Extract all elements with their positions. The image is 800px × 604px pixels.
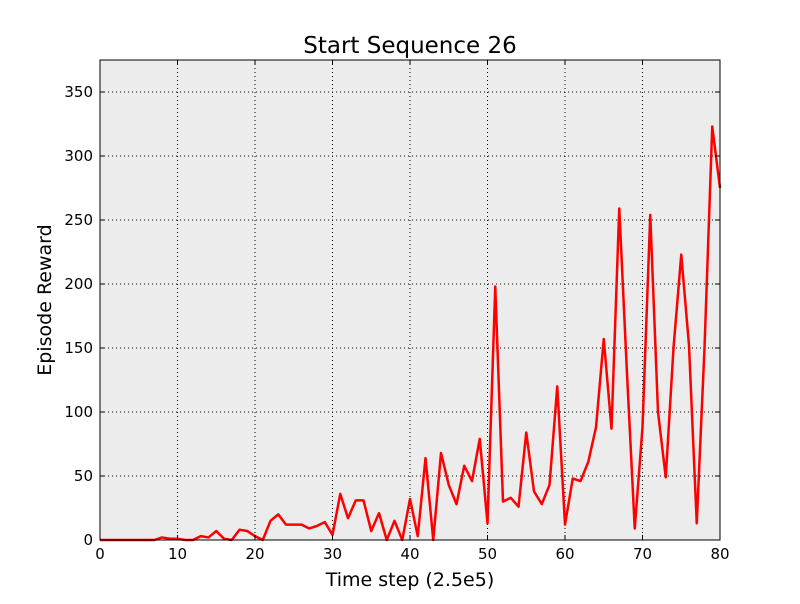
tick-marks: [99, 60, 721, 541]
y-tick-label: 250: [64, 211, 93, 229]
y-tick-label: 200: [64, 275, 93, 293]
y-tick-label: 350: [64, 83, 93, 101]
y-tick-label: 50: [74, 467, 93, 485]
x-axis-label: Time step (2.5e5): [325, 569, 495, 591]
y-tick-label: 300: [64, 147, 93, 165]
y-axis-label: Episode Reward: [34, 224, 56, 375]
series-line: [100, 125, 722, 542]
x-tick-label: 30: [323, 545, 342, 563]
x-tick-label: 60: [555, 545, 574, 563]
x-tick-label: 70: [633, 545, 652, 563]
x-tick-label: 10: [168, 545, 187, 563]
x-tick-label: 50: [478, 545, 497, 563]
x-tick-label: 0: [95, 545, 105, 563]
x-tick-labels: 0 10 20 30 40 50 60 70 80: [95, 545, 729, 563]
y-tick-label: 150: [64, 339, 93, 357]
x-tick-label: 40: [400, 545, 419, 563]
series-layer: [100, 125, 722, 542]
x-tick-label: 20: [245, 545, 264, 563]
chart-title: Start Sequence 26: [303, 33, 517, 59]
y-tick-label: 100: [64, 403, 93, 421]
y-tick-labels: 0 50 100 150 200 250 300 350: [64, 83, 93, 549]
x-tick-label: 80: [710, 545, 729, 563]
y-tick-label: 0: [83, 531, 93, 549]
